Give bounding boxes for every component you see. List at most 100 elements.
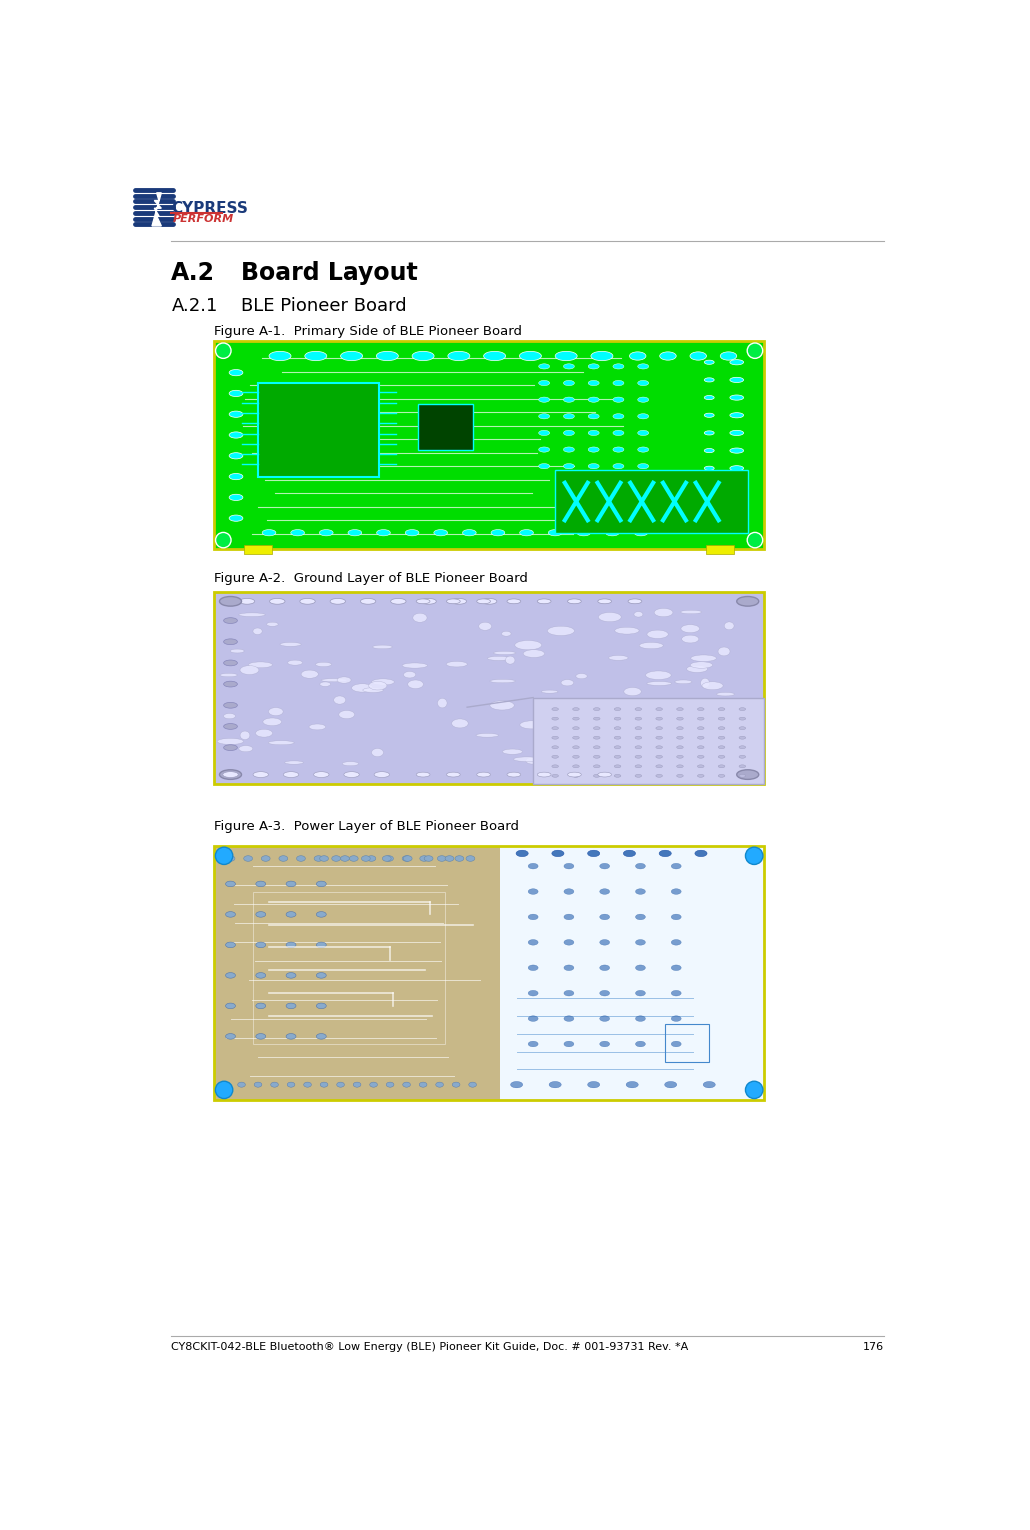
- Ellipse shape: [363, 687, 383, 693]
- Ellipse shape: [740, 736, 746, 739]
- Ellipse shape: [677, 727, 683, 730]
- Ellipse shape: [626, 1082, 639, 1088]
- Ellipse shape: [360, 598, 376, 604]
- Ellipse shape: [446, 773, 460, 777]
- Ellipse shape: [224, 659, 237, 666]
- Ellipse shape: [369, 681, 387, 690]
- Ellipse shape: [229, 494, 243, 500]
- Ellipse shape: [568, 598, 581, 604]
- Ellipse shape: [490, 679, 515, 682]
- Ellipse shape: [697, 736, 705, 739]
- Ellipse shape: [591, 352, 613, 361]
- Ellipse shape: [636, 939, 646, 946]
- Ellipse shape: [588, 381, 599, 386]
- Ellipse shape: [740, 708, 746, 710]
- Ellipse shape: [477, 773, 490, 777]
- Ellipse shape: [507, 598, 521, 604]
- Ellipse shape: [539, 364, 550, 369]
- Ellipse shape: [316, 1004, 327, 1008]
- Ellipse shape: [656, 708, 662, 710]
- Ellipse shape: [268, 741, 295, 745]
- Ellipse shape: [690, 739, 700, 744]
- Ellipse shape: [528, 1016, 538, 1022]
- Ellipse shape: [709, 715, 719, 721]
- Ellipse shape: [638, 398, 649, 402]
- Ellipse shape: [606, 529, 619, 536]
- Ellipse shape: [254, 1082, 262, 1088]
- Ellipse shape: [705, 519, 714, 523]
- Ellipse shape: [408, 679, 423, 689]
- Ellipse shape: [386, 1082, 393, 1088]
- Ellipse shape: [638, 447, 649, 453]
- Ellipse shape: [563, 413, 575, 419]
- Ellipse shape: [573, 745, 579, 748]
- Ellipse shape: [730, 413, 744, 418]
- Ellipse shape: [656, 756, 662, 759]
- Ellipse shape: [730, 519, 744, 523]
- Ellipse shape: [599, 1042, 610, 1047]
- Ellipse shape: [248, 662, 273, 667]
- Ellipse shape: [552, 718, 558, 721]
- Ellipse shape: [636, 745, 642, 748]
- Ellipse shape: [573, 736, 579, 739]
- Ellipse shape: [402, 855, 411, 861]
- Ellipse shape: [330, 598, 345, 604]
- Ellipse shape: [239, 614, 266, 617]
- Ellipse shape: [309, 724, 325, 730]
- Ellipse shape: [549, 1082, 561, 1088]
- Ellipse shape: [573, 708, 579, 710]
- Ellipse shape: [316, 881, 327, 887]
- Ellipse shape: [717, 693, 734, 696]
- Ellipse shape: [240, 666, 259, 675]
- Ellipse shape: [705, 413, 714, 418]
- Ellipse shape: [613, 413, 624, 419]
- Ellipse shape: [564, 863, 574, 869]
- Ellipse shape: [404, 855, 412, 861]
- Ellipse shape: [222, 771, 238, 777]
- Ellipse shape: [315, 662, 332, 667]
- Ellipse shape: [269, 707, 283, 716]
- Ellipse shape: [229, 516, 243, 522]
- Ellipse shape: [445, 855, 454, 861]
- Ellipse shape: [420, 855, 428, 861]
- Ellipse shape: [629, 352, 646, 360]
- Ellipse shape: [519, 352, 542, 361]
- Ellipse shape: [287, 1082, 295, 1088]
- Ellipse shape: [588, 447, 599, 453]
- Ellipse shape: [229, 370, 243, 376]
- Ellipse shape: [552, 765, 558, 768]
- Ellipse shape: [627, 719, 639, 727]
- Ellipse shape: [718, 736, 725, 739]
- Ellipse shape: [614, 756, 621, 759]
- Ellipse shape: [563, 447, 575, 453]
- Ellipse shape: [490, 701, 514, 710]
- Ellipse shape: [255, 1034, 266, 1039]
- Ellipse shape: [672, 863, 681, 869]
- Ellipse shape: [705, 467, 714, 470]
- Ellipse shape: [614, 765, 621, 768]
- Ellipse shape: [283, 771, 299, 777]
- Ellipse shape: [301, 670, 318, 678]
- Ellipse shape: [284, 760, 304, 765]
- Ellipse shape: [224, 724, 237, 730]
- Ellipse shape: [598, 612, 621, 621]
- Ellipse shape: [224, 745, 237, 751]
- Ellipse shape: [466, 855, 475, 861]
- Ellipse shape: [593, 708, 600, 710]
- Ellipse shape: [599, 939, 610, 946]
- Ellipse shape: [638, 464, 649, 468]
- Ellipse shape: [349, 855, 358, 861]
- Ellipse shape: [215, 343, 231, 358]
- Ellipse shape: [226, 881, 236, 887]
- Ellipse shape: [342, 762, 358, 765]
- Ellipse shape: [384, 855, 393, 861]
- Ellipse shape: [452, 1082, 460, 1088]
- Ellipse shape: [718, 727, 725, 730]
- Ellipse shape: [705, 502, 714, 506]
- Ellipse shape: [552, 774, 558, 777]
- Ellipse shape: [321, 679, 347, 682]
- Ellipse shape: [332, 855, 341, 861]
- Ellipse shape: [597, 598, 612, 604]
- Text: BLE Pioneer Board: BLE Pioneer Board: [241, 297, 407, 315]
- Ellipse shape: [221, 1082, 229, 1088]
